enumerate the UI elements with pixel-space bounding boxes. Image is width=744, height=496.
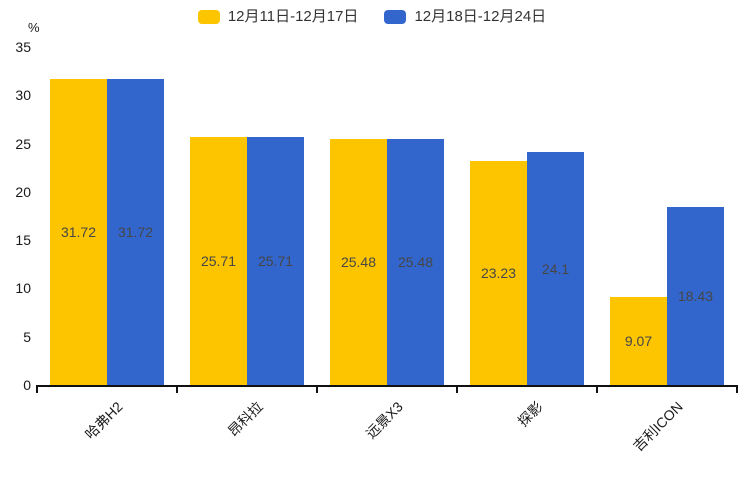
x-axis-category-label: 昂科拉	[224, 398, 266, 440]
legend-label-week2: 12月18日-12月24日	[414, 8, 547, 25]
y-axis-tick-label: 35	[15, 39, 31, 55]
bar-value-label: 25.71	[200, 252, 237, 269]
x-axis-tick	[176, 385, 178, 393]
x-axis-category-label: 探影	[514, 398, 546, 430]
bar-value-label: 18.43	[677, 288, 714, 305]
x-axis-tick	[736, 385, 738, 393]
y-axis-tick-label: 0	[23, 377, 31, 393]
x-axis-category-label: 远景X3	[362, 398, 406, 442]
bar-week1[interactable]: 31.72	[50, 78, 107, 385]
legend-item-week1[interactable]: 12月11日-12月17日	[197, 8, 359, 26]
y-axis-tick-label: 25	[15, 135, 31, 152]
bar-value-label: 24.1	[541, 260, 570, 277]
legend-swatch-week2-icon	[384, 10, 407, 24]
x-axis-tick	[596, 385, 598, 393]
x-axis-tick	[316, 385, 318, 393]
x-axis-category-label: 哈弗H2	[81, 398, 126, 443]
y-axis-tick-label: 30	[15, 87, 31, 104]
y-axis-tick-label: 20	[15, 183, 31, 200]
bar-value-label: 31.72	[60, 223, 97, 240]
legend-item-week2[interactable]: 12月18日-12月24日	[384, 8, 546, 26]
plot-area: 31.72 31.72 哈弗H2 25.71 25.71 昂科拉 25.48 25.48 远景X…	[36, 47, 738, 454]
x-axis-tick	[36, 385, 38, 393]
y-axis-unit-label: %	[28, 20, 40, 35]
y-axis-tick-label: 15	[15, 232, 31, 249]
x-axis-category-label: 吉利ICON	[629, 398, 686, 455]
bar-week2[interactable]: 18.43	[667, 207, 724, 385]
bar-value-label: 25.71	[257, 252, 294, 269]
bar-week2[interactable]: 24.1	[527, 152, 584, 385]
bar-value-label: 31.72	[117, 223, 154, 240]
chart-legend: 12月11日-12月17日 12月18日-12月24日	[0, 8, 744, 26]
y-axis-tick-label: 5	[23, 328, 31, 345]
bar-week2[interactable]: 25.48	[387, 138, 444, 385]
bar-value-label: 23.23	[480, 264, 517, 281]
bar-week2[interactable]: 31.72	[107, 78, 164, 385]
bar-value-label: 9.07	[624, 333, 653, 350]
bar-week1[interactable]: 9.07	[610, 297, 667, 385]
bar-value-label: 25.48	[397, 253, 434, 270]
bar-value-label: 25.48	[340, 253, 377, 270]
y-axis-tick-label: 10	[15, 280, 31, 297]
x-axis-tick	[456, 385, 458, 393]
bar-week2[interactable]: 25.71	[247, 136, 304, 385]
bar-week1[interactable]: 25.48	[330, 138, 387, 385]
legend-swatch-week1-icon	[197, 10, 220, 24]
bar-week1[interactable]: 23.23	[470, 160, 527, 385]
legend-label-week1: 12月11日-12月17日	[227, 8, 359, 25]
bar-week1[interactable]: 25.71	[190, 136, 247, 385]
